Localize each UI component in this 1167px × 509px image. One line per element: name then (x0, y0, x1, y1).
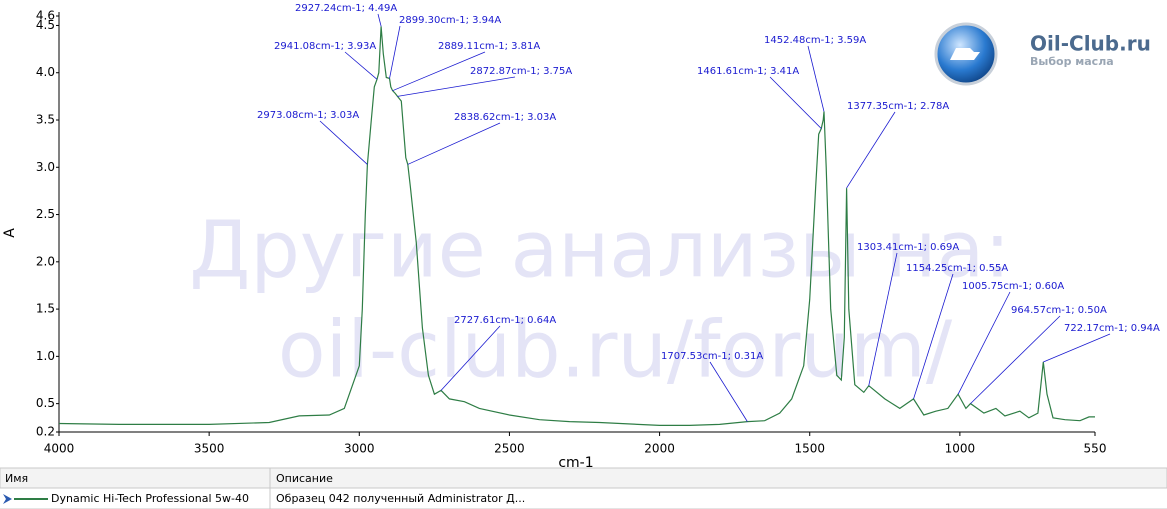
x-tick-label: 3000 (344, 442, 375, 456)
y-tick-label: 4.5 (36, 18, 55, 32)
annotation-leader (807, 45, 825, 112)
annotation-leader (389, 25, 401, 79)
annotation-label: 2838.62cm-1; 3.03A (454, 112, 556, 123)
y-tick-label: 3.5 (36, 113, 55, 127)
watermark-line: Другие анализы на: (189, 205, 1010, 295)
annotation-leader (868, 252, 898, 386)
spectrum-line (58, 26, 1095, 426)
annotation-leader (913, 273, 954, 400)
x-tick-label: 1000 (945, 442, 976, 456)
y-tick-label: 3.0 (36, 160, 55, 174)
y-tick-label: 4.6 (36, 9, 55, 23)
y-tick-label: 1.0 (36, 349, 55, 363)
annotation-label: 2889.11cm-1; 3.81A (438, 41, 540, 52)
annotation-label: 722.17cm-1; 0.94A (1064, 323, 1160, 334)
annotation-leader (344, 51, 378, 80)
y-tick-label: 4.0 (36, 65, 55, 79)
table-column: Описание (276, 472, 333, 485)
watermark-line: oil-club.ru/forum/ (278, 305, 953, 395)
annotation-label: 1154.25cm-1; 0.55A (906, 263, 1008, 274)
annotation-label: 2941.08cm-1; 3.93A (274, 41, 376, 52)
annotation-label: 2872.87cm-1; 3.75A (470, 66, 572, 77)
annotation-label: 2899.30cm-1; 3.94A (399, 15, 501, 26)
x-tick-label: 550 (1084, 442, 1107, 456)
y-tick-label: 2.0 (36, 254, 55, 268)
annotation-leader (377, 13, 382, 27)
annotation-leader (319, 120, 368, 165)
logo-can (950, 48, 980, 60)
y-tick-label: 0.2 (36, 425, 55, 439)
row-arrow (3, 494, 12, 504)
table-column: Имя (5, 472, 28, 485)
annotation-leader (846, 111, 896, 189)
watermark: Другие анализы на: oil-club.ru/forum/ (189, 205, 1010, 395)
y-tick-label: 1.5 (36, 302, 55, 316)
logo-subtitle: Выбор масла (1030, 55, 1114, 68)
annotation-leader (440, 325, 501, 391)
annotation-leader (970, 315, 1061, 404)
annotation-label: 1377.35cm-1; 2.78A (847, 101, 949, 112)
annotation-label: 1005.75cm-1; 0.60A (962, 281, 1064, 292)
x-tick-label: 4000 (44, 442, 75, 456)
x-tick-label: 2500 (494, 442, 525, 456)
annotation-leader (392, 51, 486, 92)
x-tick-label: 1500 (794, 442, 825, 456)
y-axis-label: A (2, 228, 18, 238)
y-tick-label: 0.5 (36, 396, 55, 410)
annotation-label: 2727.61cm-1; 0.64A (454, 315, 556, 326)
annotation-leader (407, 122, 501, 165)
annotation-leader (769, 76, 822, 129)
logo: Oil-Club.ru Выбор масла (934, 22, 1151, 86)
annotation-label: 1452.48cm-1; 3.59A (764, 35, 866, 46)
annotation-leader (1043, 333, 1111, 363)
logo-title: Oil-Club.ru (1030, 32, 1151, 56)
annotation-label: 1303.41cm-1; 0.69A (857, 242, 959, 253)
annotation-label: 964.57cm-1; 0.50A (1011, 305, 1107, 316)
legend-label: Dynamic Hi-Tech Professional 5w-40 (51, 492, 249, 505)
annotation-label: 2927.24cm-1; 4.49A (295, 3, 397, 14)
y-tick-label: 2.5 (36, 207, 55, 221)
annotation-label: 1461.61cm-1; 3.41A (697, 66, 799, 77)
row-description: Образец 042 полученный Administrator Д..… (276, 492, 525, 505)
annotation-leader (397, 76, 516, 97)
annotation-label: 1707.53cm-1; 0.31A (661, 351, 763, 362)
table-header (0, 467, 1167, 489)
x-tick-label: 3500 (194, 442, 225, 456)
x-axis-label: cm-1 (558, 455, 593, 471)
annotation-leader (957, 291, 1011, 395)
legend-table: Имя Описание Dynamic Hi-Tech Professiona… (0, 467, 1167, 509)
annotation-label: 2973.08cm-1; 3.03A (257, 110, 359, 121)
x-tick-label: 2000 (644, 442, 675, 456)
annotation-leader (709, 361, 748, 422)
